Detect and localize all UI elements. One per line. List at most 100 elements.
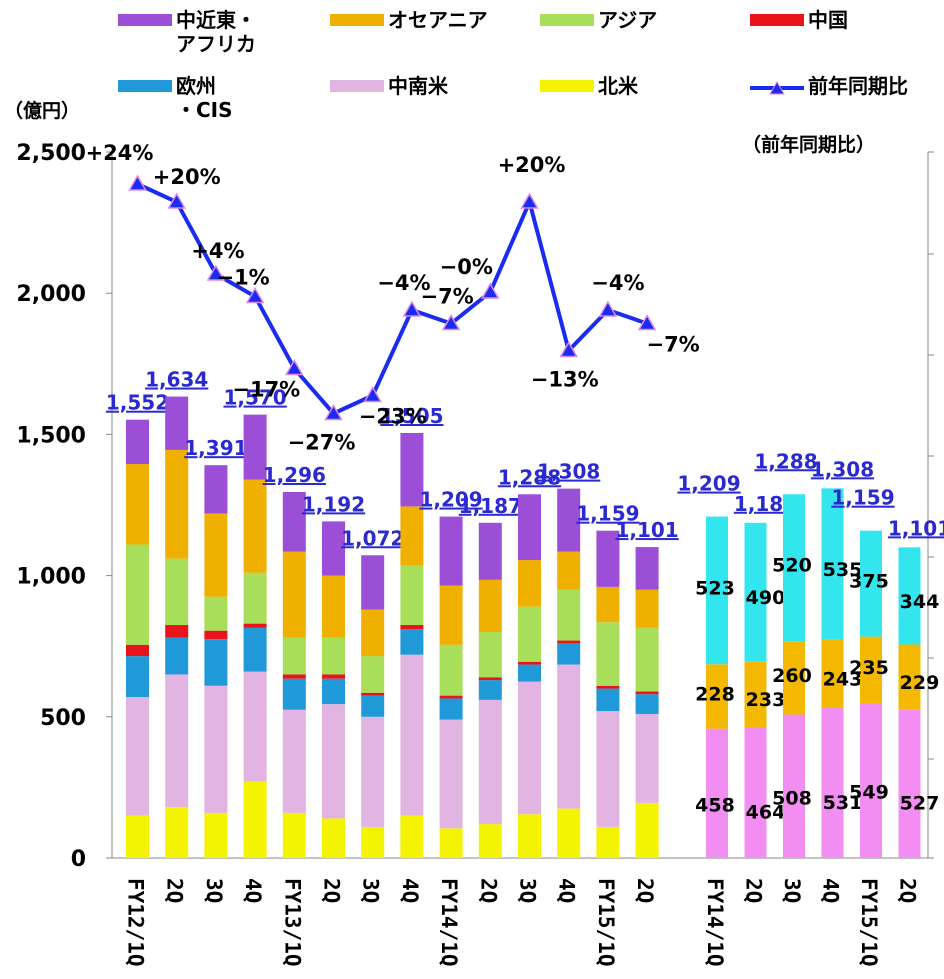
bar-segment (596, 685, 620, 689)
bar-segment (322, 818, 345, 858)
legend-label-mideast: 中近東・ アフリカ (176, 8, 256, 56)
segment-label: 229 (900, 672, 940, 694)
bar-segment (557, 808, 581, 858)
y-tick-label: 0 (71, 847, 86, 872)
bar-segment (557, 640, 581, 644)
yoy-label: −1% (216, 266, 269, 290)
bar-segment (898, 644, 921, 710)
bar-segment (361, 656, 385, 693)
bar-segment (635, 802, 659, 858)
bar-segment (821, 639, 844, 709)
bar-segment (165, 625, 189, 638)
bar-segment (478, 680, 502, 700)
yoy-label: −4% (377, 271, 430, 295)
bar-segment (126, 815, 149, 858)
segment-label: 464 (746, 801, 786, 823)
bar-total-label: 1,552 (106, 391, 169, 415)
x-tick-label: 3Q (780, 878, 804, 903)
segment-label: 260 (772, 665, 812, 687)
bar-segment (744, 661, 767, 727)
bar-segment (860, 636, 882, 703)
bar-segment (361, 826, 385, 858)
yoy-point (598, 300, 618, 317)
bar-segment (126, 544, 149, 645)
bar-total-label: 1,192 (302, 492, 365, 516)
yoy-label: +4% (191, 239, 244, 263)
x-tick-label: FY13/1Q (280, 878, 304, 967)
bar-segment (243, 781, 267, 858)
bar-segment (783, 714, 805, 858)
bar-segment (126, 464, 149, 545)
bar-segment (400, 815, 424, 858)
segment-label: 233 (746, 689, 786, 711)
segment-label: 527 (900, 793, 940, 815)
bar-segment (126, 644, 149, 657)
bar-segment (204, 812, 228, 858)
segment-label: 490 (746, 587, 786, 609)
segment-label: 535 (823, 559, 863, 581)
bar-total-label: 1,505 (380, 404, 443, 428)
yoy-point (637, 313, 657, 331)
x-tick-label: FY14/1Q (703, 878, 727, 967)
segment-label: 508 (772, 787, 812, 809)
bar-segment (282, 551, 306, 638)
segment-label: 243 (823, 669, 863, 691)
bar-segment (744, 522, 767, 662)
bar-segment (282, 637, 306, 675)
bar-segment (596, 622, 620, 686)
bar-segment (478, 522, 502, 580)
bar-total-label: 1,634 (145, 368, 208, 392)
x-tick-label: 3Q (202, 878, 226, 903)
bar-segment (361, 716, 385, 827)
bar-segment (282, 812, 306, 858)
bar-segment (557, 551, 581, 590)
yoy-label: −17% (232, 378, 300, 402)
legend-swatch-mideast (118, 14, 172, 26)
bar-segment (596, 530, 620, 587)
bar-segment (518, 814, 541, 858)
bar-segment (204, 685, 228, 813)
bar-segment (557, 488, 581, 552)
yoy-label: +20% (153, 165, 221, 189)
bar-segment (400, 565, 424, 626)
bar-segment (478, 632, 502, 678)
segment-label: 549 (849, 781, 889, 803)
x-tick-label: 2Q (896, 878, 920, 903)
bar-total-label: 1,570 (223, 386, 286, 410)
left-axis-title: （億円） (4, 100, 81, 122)
bar-segment (821, 488, 844, 640)
x-tick-label: 2Q (476, 878, 500, 903)
bar-total-label: 1,187 (459, 494, 522, 518)
bar-segment (165, 396, 189, 450)
bar-segment (165, 637, 189, 675)
bar-segment (400, 629, 424, 655)
bar-total-label: 1,209 (419, 488, 482, 512)
segment-label: 344 (900, 591, 940, 613)
x-tick-label: 2Q (163, 878, 187, 903)
bar-segment (400, 654, 424, 816)
bar-segment (439, 516, 463, 586)
segment-label: 458 (695, 794, 735, 816)
bar-segment (439, 695, 463, 699)
bar-total-label: 1,209 (677, 472, 740, 496)
x-tick-label: FY15/1Q (594, 878, 618, 967)
bar-segment (322, 521, 345, 576)
x-tick-label: 4Q (555, 878, 579, 903)
bar-segment (744, 726, 767, 858)
yoy-label: +24% (86, 141, 154, 165)
bar-segment (165, 807, 189, 858)
bar-segment (518, 681, 541, 815)
bar-segment (635, 694, 659, 714)
bar-segment (635, 547, 659, 590)
legend-swatch-asia (540, 14, 594, 26)
bar-segment (243, 627, 267, 672)
segment-label: 375 (849, 571, 889, 593)
legend-label-oceania: オセアニア (388, 8, 488, 32)
bar-segment (243, 414, 267, 480)
yoy-point (167, 192, 186, 209)
bar-total-label: 1,288 (498, 465, 561, 489)
bar-segment (165, 674, 189, 808)
bar-total-label: 1,288 (754, 449, 817, 473)
yoy-label: −13% (531, 368, 599, 392)
